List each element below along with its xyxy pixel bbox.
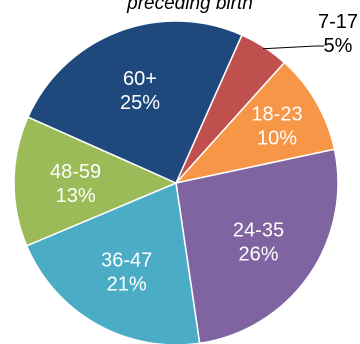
- slice-percent-36-47: 21%: [107, 274, 147, 296]
- slice-percent-7-17: 5%: [324, 35, 353, 57]
- slice-label-18-23: 18-23 10%: [251, 104, 302, 150]
- pie-slice-36-47: [25, 181, 201, 344]
- slice-percent-18-23: 10%: [257, 128, 297, 150]
- slice-category-7-17: 7-17: [318, 11, 358, 33]
- pie-slice-18-23: [173, 61, 336, 185]
- pie-slice-24-35: [175, 148, 339, 344]
- slice-label-36-47: 36-47 21%: [101, 250, 152, 296]
- slice-label-24-35: 24-35 26%: [233, 219, 284, 265]
- slice-label-7-17: 7-17 5%: [318, 11, 358, 57]
- slice-category-48-59: 48-59: [50, 161, 101, 183]
- slice-category-24-35: 24-35: [233, 219, 284, 241]
- pie-slice-48-59: [13, 116, 178, 247]
- slice-category-36-47: 36-47: [101, 250, 152, 272]
- slice-category-18-23: 18-23: [251, 104, 302, 126]
- slice-percent-60+: 25%: [120, 92, 160, 114]
- slice-percent-48-59: 13%: [56, 185, 96, 207]
- pie-slice-60+: [27, 20, 243, 184]
- slice-category-60+: 60+: [123, 68, 157, 90]
- slice-label-60+: 60+ 25%: [120, 68, 160, 114]
- slice-percent-24-35: 26%: [238, 243, 278, 265]
- leader-line-7-17: [263, 45, 324, 50]
- slice-label-48-59: 48-59 13%: [50, 161, 101, 207]
- chart-title: preceding birth: [127, 0, 253, 14]
